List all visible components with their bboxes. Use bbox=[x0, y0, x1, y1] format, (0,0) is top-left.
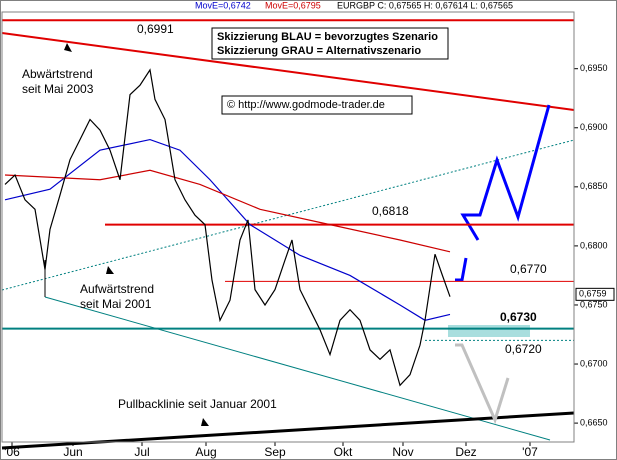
y-tick-label: 0,6900 bbox=[580, 122, 608, 132]
y-tick-label: 0,6950 bbox=[580, 63, 608, 73]
level-label: 0,6770 bbox=[510, 262, 547, 276]
x-tick-label: Jul bbox=[134, 445, 149, 459]
series-line bbox=[4, 68, 451, 387]
scenario-text: Skizzierung GRAU = Alternativszenario bbox=[217, 45, 421, 57]
copyright: © http://www.godmode-trader.de bbox=[227, 99, 385, 111]
uptrend-line bbox=[1, 139, 575, 291]
annotation: seit Mai 2001 bbox=[80, 297, 152, 311]
legend-entry: EURGBP C: 0,67565 H: 0,67614 L: 0,67565 bbox=[337, 0, 513, 10]
blue-scenario bbox=[460, 104, 551, 241]
legend-entry: MovE=0,6742 bbox=[195, 0, 251, 10]
x-tick-label: Jun bbox=[63, 445, 82, 459]
legend-entry: MovE=0,6795 bbox=[265, 0, 321, 10]
arrow bbox=[106, 266, 114, 274]
y-tick-label: 0,6650 bbox=[580, 417, 608, 427]
x-tick-label: Okt bbox=[334, 445, 353, 459]
y-tick-label: 0,6750 bbox=[580, 299, 608, 309]
series-line bbox=[4, 169, 451, 253]
last-price-label: 0,6759 bbox=[579, 289, 607, 299]
downtrend-line bbox=[1, 32, 575, 111]
grey-scenario bbox=[455, 343, 510, 425]
series-line bbox=[4, 138, 451, 321]
support-line bbox=[44, 296, 551, 441]
level-label: 0,6720 bbox=[505, 342, 542, 356]
x-tick-label: Sep bbox=[264, 445, 286, 459]
scenario-box bbox=[211, 27, 449, 60]
plot-frame bbox=[1, 11, 575, 443]
copyright-box bbox=[221, 95, 413, 115]
x-tick-label: '07 bbox=[522, 445, 538, 459]
y-tick-label: 0,6800 bbox=[580, 240, 608, 250]
arrow bbox=[64, 43, 72, 52]
scenario-text: Skizzierung BLAU = bevorzugtes Szenario bbox=[217, 31, 438, 43]
arrow bbox=[201, 418, 209, 426]
annotation: Abwärtstrend bbox=[22, 67, 93, 81]
x-tick-label: Dez bbox=[455, 445, 476, 459]
x-tick-label: '06 bbox=[4, 445, 20, 459]
annotation: Pullbacklinie seit Januar 2001 bbox=[118, 397, 277, 411]
x-tick-label: Nov bbox=[392, 445, 413, 459]
x-tick-label: Aug bbox=[195, 445, 216, 459]
level-label: 0,6818 bbox=[372, 204, 409, 218]
level-label: 0,6730 bbox=[500, 310, 537, 324]
last-price-box bbox=[575, 287, 615, 301]
annotation: Aufwärtstrend bbox=[80, 282, 154, 296]
blue-scenario bbox=[455, 257, 468, 282]
y-tick-label: 0,6850 bbox=[580, 181, 608, 191]
annotation: seit Mai 2003 bbox=[22, 82, 94, 96]
level-label: 0,6991 bbox=[137, 22, 174, 36]
y-tick-label: 0,6700 bbox=[580, 358, 608, 368]
target-zone bbox=[448, 325, 530, 337]
